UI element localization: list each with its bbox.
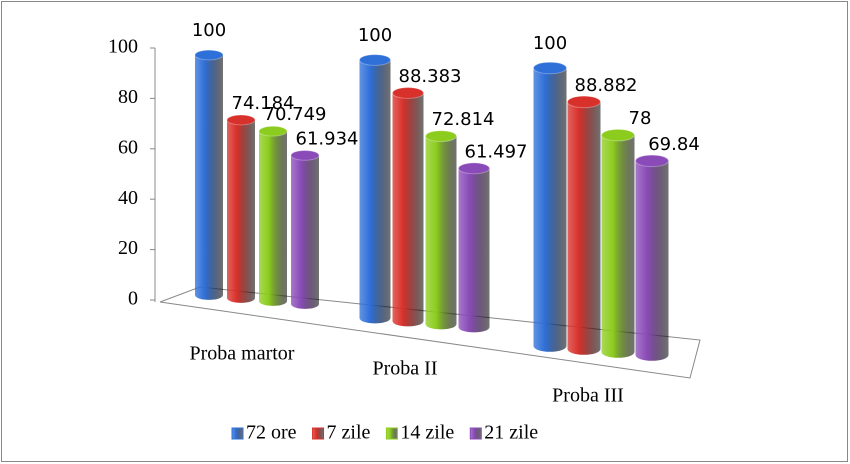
legend-swatch: [469, 427, 482, 440]
bar-top: [392, 87, 424, 99]
legend-label: 14 zile: [400, 422, 454, 444]
x-tick-label: Proba III: [552, 385, 624, 407]
bar-top: [533, 61, 567, 75]
y-tick-label: 40: [118, 187, 138, 209]
legend-swatch: [385, 427, 398, 440]
bar: [533, 68, 567, 352]
floor: [159, 286, 701, 379]
value-label: 100: [533, 33, 567, 54]
bar-top: [194, 49, 224, 61]
value-label: 78: [629, 108, 652, 129]
value-label: 69.84: [648, 134, 700, 155]
bar-top: [567, 95, 601, 109]
bar-top: [425, 130, 457, 143]
value-label: 88.383: [399, 66, 462, 87]
value-label: 70.749: [264, 104, 327, 125]
value-label: 88.882: [575, 75, 638, 96]
legend-label: 7 zile: [327, 422, 371, 444]
bar: [259, 131, 287, 306]
value-label: 72.814: [432, 109, 495, 130]
bar: [567, 101, 601, 355]
bar: [458, 168, 490, 333]
bar: [195, 55, 223, 300]
bar-top: [458, 162, 490, 175]
bar-top: [258, 125, 288, 137]
bar: [635, 160, 669, 361]
bar-top: [359, 54, 391, 66]
y-tick-label: 20: [118, 237, 138, 259]
bar: [601, 135, 635, 358]
bar-top: [635, 154, 669, 168]
bar-top: [290, 149, 320, 161]
bar: [359, 60, 391, 324]
bar: [291, 155, 319, 309]
value-label: 74.184: [232, 93, 295, 114]
value-label: 100: [192, 20, 226, 41]
y-tick-label: 60: [118, 136, 138, 158]
value-label: 61.497: [465, 141, 528, 162]
bar: [227, 119, 255, 303]
x-tick-label: Proba II: [373, 358, 438, 380]
value-label: 61.934: [296, 128, 359, 149]
y-tick-label: 0: [128, 288, 138, 310]
y-tick-label: 100: [108, 36, 138, 58]
legend-swatch: [231, 427, 244, 440]
bar: [425, 136, 457, 330]
bar-top: [601, 128, 635, 142]
x-tick-label: Proba martor: [190, 343, 295, 365]
legend-label: 21 zile: [484, 422, 538, 444]
y-tick-label: 80: [118, 86, 138, 108]
bar: [392, 92, 424, 327]
legend-swatch: [312, 427, 325, 440]
legend-label: 72 ore: [246, 422, 297, 444]
value-label: 100: [358, 25, 392, 46]
bar-top: [226, 114, 256, 126]
